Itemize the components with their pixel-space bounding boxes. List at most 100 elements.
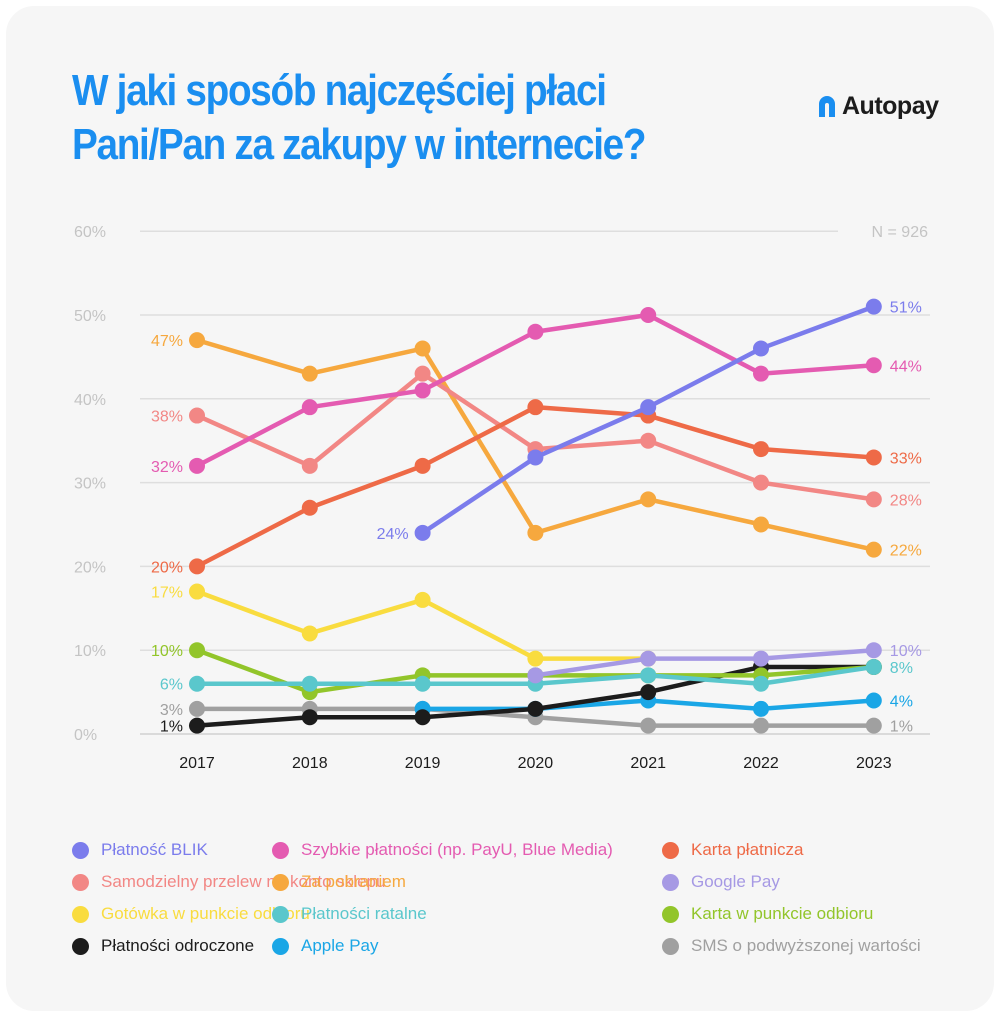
- x-tick-label: 2017: [179, 755, 215, 772]
- series-point: [753, 441, 769, 458]
- series-point: [414, 675, 431, 692]
- legend-label: Gotówka w punkcie odbioru: [101, 904, 310, 923]
- data-label-start: 32%: [151, 459, 183, 476]
- x-tick-label: 2020: [518, 755, 554, 772]
- series-point: [301, 365, 318, 382]
- series-point: [414, 365, 431, 382]
- series-point: [414, 591, 431, 608]
- legend-label: Apple Pay: [301, 936, 379, 955]
- legend-item: Płatność BLIK: [72, 840, 272, 860]
- series-point: [865, 692, 882, 709]
- data-label-start: 3%: [160, 702, 183, 719]
- brand-logo: Autopay: [818, 92, 939, 121]
- legend-row: Płatności odroczone Apple Pay SMS o podwyż…: [72, 930, 972, 962]
- y-tick-label: 60%: [74, 224, 106, 241]
- series-point: [414, 457, 431, 474]
- series-point: [189, 583, 205, 600]
- line-chart: 0% 10% 20% 30% 40% 50% 60% N = 926 2017 2018 2019 2…: [74, 224, 930, 772]
- legend-item: Płatności ratalne: [272, 904, 662, 924]
- data-label-end: 4%: [890, 693, 913, 710]
- data-label-start: 38%: [151, 409, 183, 426]
- series-point: [527, 399, 544, 416]
- series-point: [189, 700, 205, 717]
- series-point: [865, 658, 882, 675]
- legend-color-dot: [662, 873, 679, 891]
- legend-label: Karta płatnicza: [691, 840, 804, 859]
- data-label-start: 20%: [151, 559, 183, 576]
- legend-label: Płatności odroczone: [101, 936, 255, 955]
- y-tick-label: 20%: [74, 559, 106, 576]
- legend-label: Google Pay: [691, 872, 780, 891]
- data-label-end: 51%: [890, 300, 922, 317]
- legend-item: SMS o podwyższonej wartości: [662, 936, 962, 956]
- series-point: [640, 684, 657, 701]
- series-point: [301, 625, 318, 642]
- series-point: [414, 340, 431, 357]
- series-point: [189, 717, 205, 734]
- data-label-end: 10%: [890, 643, 922, 660]
- legend-label: Karta w punkcie odbioru: [691, 904, 874, 923]
- series-point: [527, 323, 544, 340]
- data-label-end: 44%: [890, 358, 922, 375]
- legend-item: Google Pay: [662, 872, 962, 892]
- y-tick-label: 10%: [74, 643, 106, 660]
- data-label-start: 17%: [151, 585, 183, 602]
- legend-label: SMS o podwyższonej wartości: [691, 936, 921, 955]
- legend-color-dot: [272, 905, 289, 923]
- data-label-start: 24%: [377, 526, 409, 543]
- brand-name: Autopay: [842, 92, 939, 120]
- x-tick-label: 2022: [743, 755, 779, 772]
- y-tick-label: 0%: [74, 727, 97, 744]
- legend-row: Płatność BLIK Szybkie płatności (np. PayU…: [72, 834, 972, 866]
- legend-item: Za pobraniem: [272, 872, 662, 892]
- data-label-end: 28%: [890, 492, 922, 509]
- y-tick-label: 30%: [74, 476, 106, 493]
- legend-row: Samodzielny przelew na konto sklepu Za po…: [72, 866, 972, 898]
- series-point: [527, 524, 544, 541]
- series-point: [414, 524, 431, 541]
- series-point: [640, 650, 657, 667]
- series-point: [527, 449, 544, 466]
- legend-color-dot: [72, 841, 89, 859]
- chart-card: W jaki sposób najczęściej płaci Pani/Pan…: [6, 6, 994, 1011]
- series-point: [527, 650, 544, 667]
- x-tick-label: 2018: [292, 755, 328, 772]
- chart-legend: Płatność BLIK Szybkie płatności (np. PayU…: [72, 834, 972, 962]
- legend-item: Szybkie płatności (np. PayU, Blue Media): [272, 840, 662, 860]
- legend-item: Karta płatnicza: [662, 840, 962, 860]
- legend-color-dot: [662, 905, 679, 923]
- legend-label: Płatność BLIK: [101, 840, 208, 859]
- data-label-end: 22%: [890, 543, 922, 560]
- series-point: [189, 558, 205, 575]
- series-point: [865, 642, 882, 659]
- legend-color-dot: [72, 905, 89, 923]
- data-label-start: 10%: [151, 643, 183, 660]
- legend-item: Apple Pay: [272, 936, 662, 956]
- series-point: [640, 307, 657, 323]
- chart-title: W jaki sposób najczęściej płaci Pani/Pan…: [72, 66, 647, 169]
- legend-label: Szybkie płatności (np. PayU, Blue Media): [301, 840, 613, 859]
- data-label-start: 6%: [160, 677, 183, 694]
- legend-label: Samodzielny przelew na konto sklepu: [101, 872, 386, 891]
- legend-color-dot: [72, 873, 89, 891]
- series-point: [753, 340, 769, 357]
- legend-label: Płatności ratalne: [301, 904, 427, 923]
- x-tick-label: 2019: [405, 755, 441, 772]
- series-point: [414, 709, 431, 726]
- series-point: [640, 667, 657, 684]
- legend-label: Za pobraniem: [301, 872, 406, 891]
- series-point: [640, 491, 657, 508]
- series-point: [189, 407, 205, 424]
- series-point: [865, 449, 882, 466]
- series-point: [301, 709, 318, 726]
- series-point: [753, 700, 769, 717]
- series-point: [865, 491, 882, 508]
- legend-color-dot: [72, 937, 89, 955]
- series-point: [753, 675, 769, 692]
- data-label-end: 33%: [890, 450, 922, 467]
- series-point: [753, 365, 769, 382]
- series-point: [527, 700, 544, 717]
- series-line: [533, 647, 877, 678]
- data-label-start: 47%: [151, 333, 183, 350]
- series-point: [640, 432, 657, 449]
